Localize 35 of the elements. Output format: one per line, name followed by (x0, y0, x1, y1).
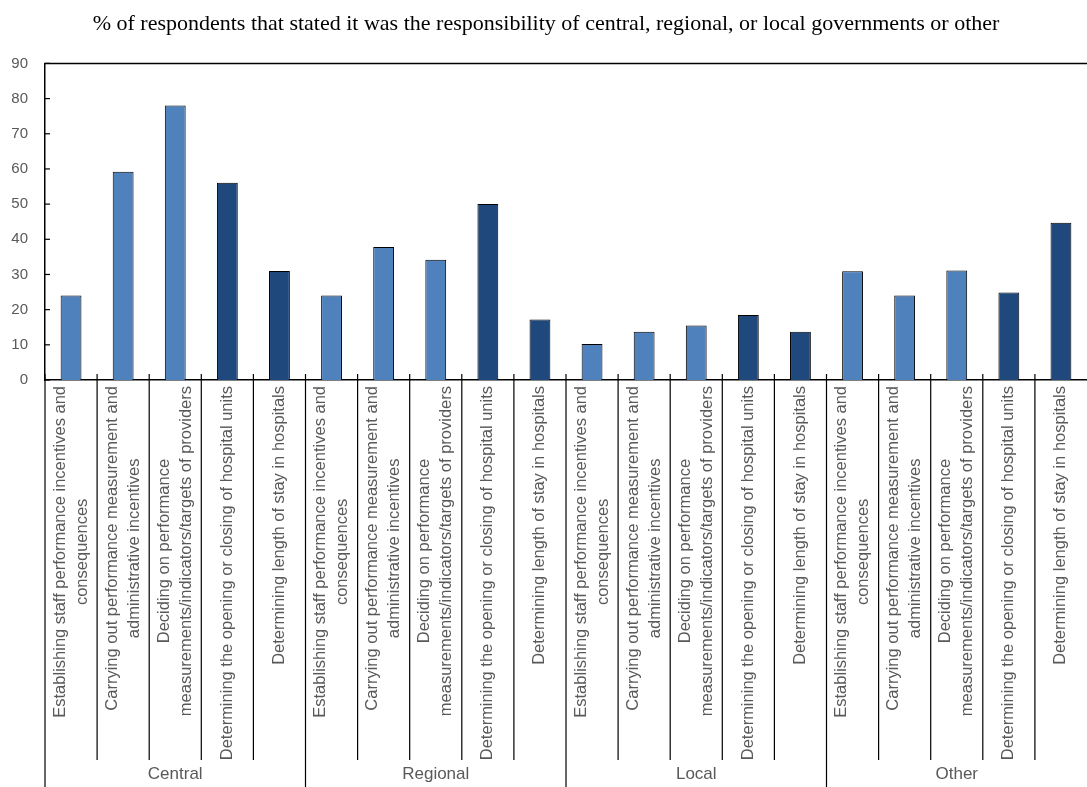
x-tick-label: Determining the opening or closing of hospital units (737, 385, 756, 761)
x-tick-label: Determining the opening or closing of hospital units (477, 385, 496, 761)
x-tick-label: Establishing staff performance incentives and consequences (831, 386, 872, 718)
y-tick-label: 80 (11, 88, 28, 106)
y-tick-label: 60 (11, 159, 28, 177)
text: Local (675, 764, 717, 784)
y-tick-label: 90 (11, 53, 28, 71)
y-tick-label: 50 (11, 194, 28, 212)
x-tick-label: Determining length of stay in hospitals (1050, 385, 1069, 665)
x-tick-label: Deciding on performance measurements/indicators/targets of providers (674, 385, 715, 717)
x-tick-label: Determining length of stay in hospitals (529, 385, 548, 665)
x-tick-label: Deciding on performance measurements/indicators/targets of providers (153, 385, 194, 717)
x-tick-label: Carrying out performance measurement and administrative incentives (101, 385, 142, 711)
x-tick-label: Deciding on performance measurements/indicators/targets of providers (935, 385, 976, 717)
text: Regional (402, 764, 470, 784)
y-tick-label: 20 (11, 299, 28, 317)
x-tick-label: Carrying out performance measurement and administrative incentives (622, 385, 663, 711)
y-tick-label: 30 (11, 264, 28, 282)
x-tick-label: Carrying out performance measurement and administrative incentives (883, 385, 924, 711)
y-tick-label: 40 (11, 229, 28, 247)
x-tick-label: Determining the opening or closing of hospital units (216, 385, 235, 761)
x-tick-label: Establishing staff performance incentives and consequences (310, 386, 351, 718)
x-tick-label: Carrying out performance measurement and administrative incentives (362, 385, 403, 711)
y-tick-label: 10 (11, 334, 28, 352)
x-tick-label: Determining length of stay in hospitals (269, 385, 287, 665)
y-tick-label: 70 (11, 123, 28, 141)
text: Central (147, 764, 203, 784)
x-tick-label: Establishing staff performance incentives and consequences (570, 386, 611, 718)
chart-title: % of respondents that stated it was the responsibility of central, regional, or local governments or other (92, 9, 1000, 35)
text: Other (935, 764, 979, 784)
x-tick-label: Deciding on performance measurements/indicators/targets of providers (414, 385, 455, 717)
x-tick-label: Establishing staff performance incentives and consequences (49, 386, 90, 718)
x-tick-label: Determining length of stay in hospitals (790, 385, 808, 665)
x-tick-label: Determining the opening or closing of hospital units (998, 385, 1017, 761)
y-tick-label: 0 (19, 370, 28, 388)
